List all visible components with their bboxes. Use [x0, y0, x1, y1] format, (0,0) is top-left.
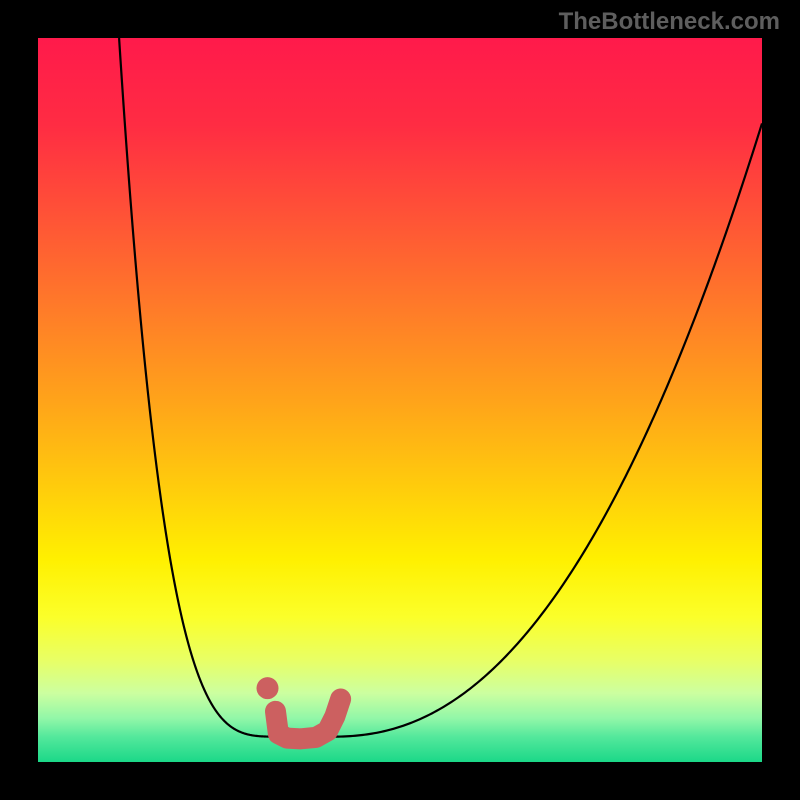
right-curve — [331, 123, 762, 736]
trough-marker-dot — [257, 677, 279, 699]
watermark-text: TheBottleneck.com — [559, 8, 780, 36]
chart-stage: TheBottleneck.com — [0, 0, 800, 800]
left-curve — [119, 38, 280, 737]
curve-overlay — [0, 0, 800, 800]
trough-marker-path — [275, 699, 340, 739]
